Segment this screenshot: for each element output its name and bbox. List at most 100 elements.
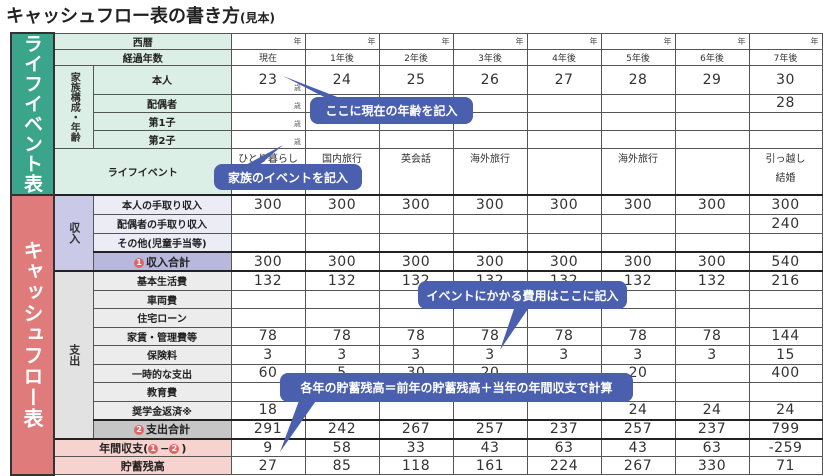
value-cell [526, 93, 602, 113]
value-cell: 78 [378, 326, 454, 346]
row-label-member: 第1子 [92, 111, 232, 131]
value: 24 [628, 402, 648, 418]
value: 63 [702, 439, 722, 456]
table-row: 第2子 歳 [11, 129, 823, 149]
value: 85 [332, 457, 352, 474]
value-cell [230, 308, 306, 328]
value-cell [674, 111, 750, 131]
value: 24 [702, 402, 722, 418]
value-cell [378, 232, 454, 253]
value-cell: 71 [748, 456, 823, 475]
year-unit: 年 [737, 36, 746, 46]
value-cell: 63 [674, 437, 750, 457]
year-cell: 年 [378, 32, 454, 50]
value-cell: 237 [526, 418, 602, 439]
value: 300 [327, 253, 357, 270]
value-cell: 300 [452, 251, 528, 272]
value: 30 [776, 71, 795, 88]
year-cell: 年 [674, 32, 750, 50]
event-text: 結婚 [775, 172, 796, 184]
value: 216 [771, 272, 800, 289]
value: 78 [332, 328, 352, 345]
event-text: 国内旅行 [322, 153, 362, 165]
year-unit: 年 [810, 36, 819, 46]
value-cell: 300 [378, 251, 454, 272]
value: 15 [776, 346, 795, 363]
value-cell [230, 213, 306, 234]
value: 3 [411, 346, 421, 363]
value: 26 [480, 71, 500, 88]
value: 300 [623, 253, 653, 270]
marker-2: 2 [134, 425, 144, 435]
value-cell: 118 [378, 456, 454, 475]
table-row: ライフイベント表 西暦 年 年 年 年 年 年 年 年 [10, 32, 823, 196]
value-cell [526, 129, 602, 149]
elapsed-cell: 現在 [230, 48, 306, 66]
value-cell: 43 [600, 437, 676, 457]
value-cell: 78 [674, 326, 750, 346]
table-row: キャッシュフロー表 収入 本人の手取り収入 300 300 300 300 300 300 300… [10, 194, 823, 476]
row-label-expense: 家賃・管理費等 [92, 326, 232, 346]
callout-event: 家族のイベントを記入 [214, 164, 362, 190]
table-row: 配偶者の手取り収入 240 [11, 213, 823, 234]
section-label-cash: キャッシュフロー表 [10, 194, 55, 476]
elapsed-cell: 7年後 [748, 48, 823, 66]
value-cell: 240 [748, 213, 823, 234]
value-cell: 3 [674, 345, 750, 365]
value: 3 [559, 346, 569, 363]
value: 23 [258, 71, 278, 88]
value-cell: 26 [452, 64, 528, 95]
value-cell: 132 [304, 270, 380, 291]
value-cell: 33 [378, 437, 454, 457]
annual-minus: − [160, 441, 170, 455]
value: 400 [771, 365, 800, 382]
year-unit: 年 [441, 36, 450, 46]
table-row: その他(児童手当等) [11, 232, 823, 253]
value-cell [600, 111, 676, 131]
annual-label: 年間収支( [99, 441, 149, 455]
value-cell: 300 [230, 251, 306, 272]
value-cell: 161 [452, 456, 528, 475]
value-cell: 300 [600, 194, 676, 215]
value-cell [748, 111, 823, 131]
value-cell: 27 [230, 456, 306, 475]
section-label-life: ライフイベント表 [10, 32, 55, 196]
value-cell: 237 [674, 418, 750, 439]
year-cell: 年 [526, 32, 602, 50]
value: 3 [485, 346, 495, 363]
value-cell [378, 308, 454, 328]
value-cell: 15 [748, 345, 823, 365]
value-cell: 29 [674, 64, 750, 95]
value-cell: 歳 [230, 129, 306, 149]
value: 60 [258, 365, 278, 382]
value: 300 [327, 196, 357, 213]
value: 144 [771, 328, 800, 345]
title-text: キャッシュフロー表の書き方 [6, 6, 240, 27]
value: 300 [253, 253, 283, 270]
unit-label: 歳 [294, 83, 302, 92]
row-label-income: その他(児童手当等) [92, 232, 232, 253]
value-cell: 3 [452, 345, 528, 365]
value: 27 [258, 457, 278, 474]
value-cell: 78 [526, 326, 602, 346]
year-cell: 年 [600, 32, 676, 50]
value: 28 [628, 71, 648, 88]
value-cell: 30 [748, 64, 823, 95]
value-cell [452, 400, 528, 420]
value: 132 [623, 272, 653, 289]
value-cell: 216 [748, 270, 823, 291]
value-cell: 257 [452, 418, 528, 439]
value-cell: 267 [600, 456, 676, 475]
value-cell: 43 [452, 437, 528, 457]
value-cell: 300 [674, 194, 750, 215]
value-cell: 242 [304, 418, 380, 439]
row-label-annual: 年間収支(1−2) [53, 437, 232, 457]
value-cell: 24 [600, 400, 676, 420]
elapsed-cell: 6年後 [674, 48, 750, 66]
value-cell: 291 [230, 418, 306, 439]
year-unit: 年 [663, 36, 672, 46]
row-label-expense: 一時的な支出 [92, 363, 232, 383]
annual-m1: 1 [148, 443, 159, 454]
row-label-expense: 車両費 [92, 289, 232, 309]
value-cell [452, 129, 528, 149]
